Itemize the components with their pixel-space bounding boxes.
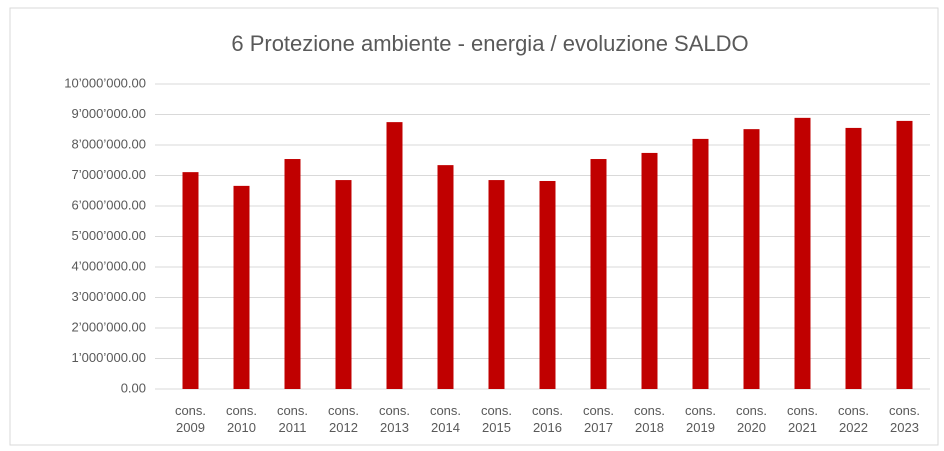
x-tick-label: cons. 2019 [684, 403, 717, 435]
y-tick-label: 1’000’000.00 [72, 350, 146, 365]
y-tick-label: 7’000’000.00 [72, 167, 146, 182]
bar [437, 165, 454, 389]
bar [641, 152, 658, 389]
x-tick-label: cons. 2016 [531, 403, 564, 435]
bar [794, 117, 811, 389]
bar [182, 172, 199, 389]
bar [335, 180, 352, 389]
bar [386, 122, 403, 389]
bar [896, 120, 913, 389]
x-tick-label: cons. 2013 [378, 403, 411, 435]
chart-title: 6 Protezione ambiente - energia / evoluz… [231, 31, 748, 56]
chart-frame [9, 7, 939, 446]
x-tick-label: cons. 2009 [174, 403, 207, 435]
x-tick-label: cons. 2012 [327, 403, 360, 435]
x-tick-label: cons. 2021 [786, 403, 819, 435]
y-tick-label: 2’000’000.00 [72, 319, 146, 334]
bar [284, 159, 301, 389]
y-tick-label: 6’000’000.00 [72, 197, 146, 212]
bar [539, 180, 556, 389]
x-tick-label: cons. 2022 [837, 403, 870, 435]
x-tick-label: cons. 2011 [276, 403, 309, 435]
x-tick-label: cons. 2015 [480, 403, 513, 435]
y-tick-label: 4’000’000.00 [72, 258, 146, 273]
x-tick-label: cons. 2017 [582, 403, 615, 435]
bar [845, 127, 862, 390]
x-tick-label: cons. 2023 [888, 403, 921, 435]
y-tick-label: 3’000’000.00 [72, 289, 146, 304]
y-tick-label: 9’000’000.00 [72, 106, 146, 121]
bar [743, 129, 760, 389]
x-tick-label: cons. 2018 [633, 403, 666, 435]
bar [488, 180, 505, 389]
y-tick-label: 0.00 [121, 380, 146, 395]
y-tick-label: 8’000’000.00 [72, 136, 146, 151]
bar [692, 138, 709, 389]
x-tick-label: cons. 2020 [735, 403, 768, 435]
x-tick-label: cons. 2010 [225, 403, 258, 435]
x-tick-label: cons. 2014 [429, 403, 462, 435]
y-tick-label: 10’000’000.00 [64, 75, 146, 90]
bar [233, 185, 250, 389]
y-tick-label: 5’000’000.00 [72, 228, 146, 243]
bar [590, 159, 607, 389]
